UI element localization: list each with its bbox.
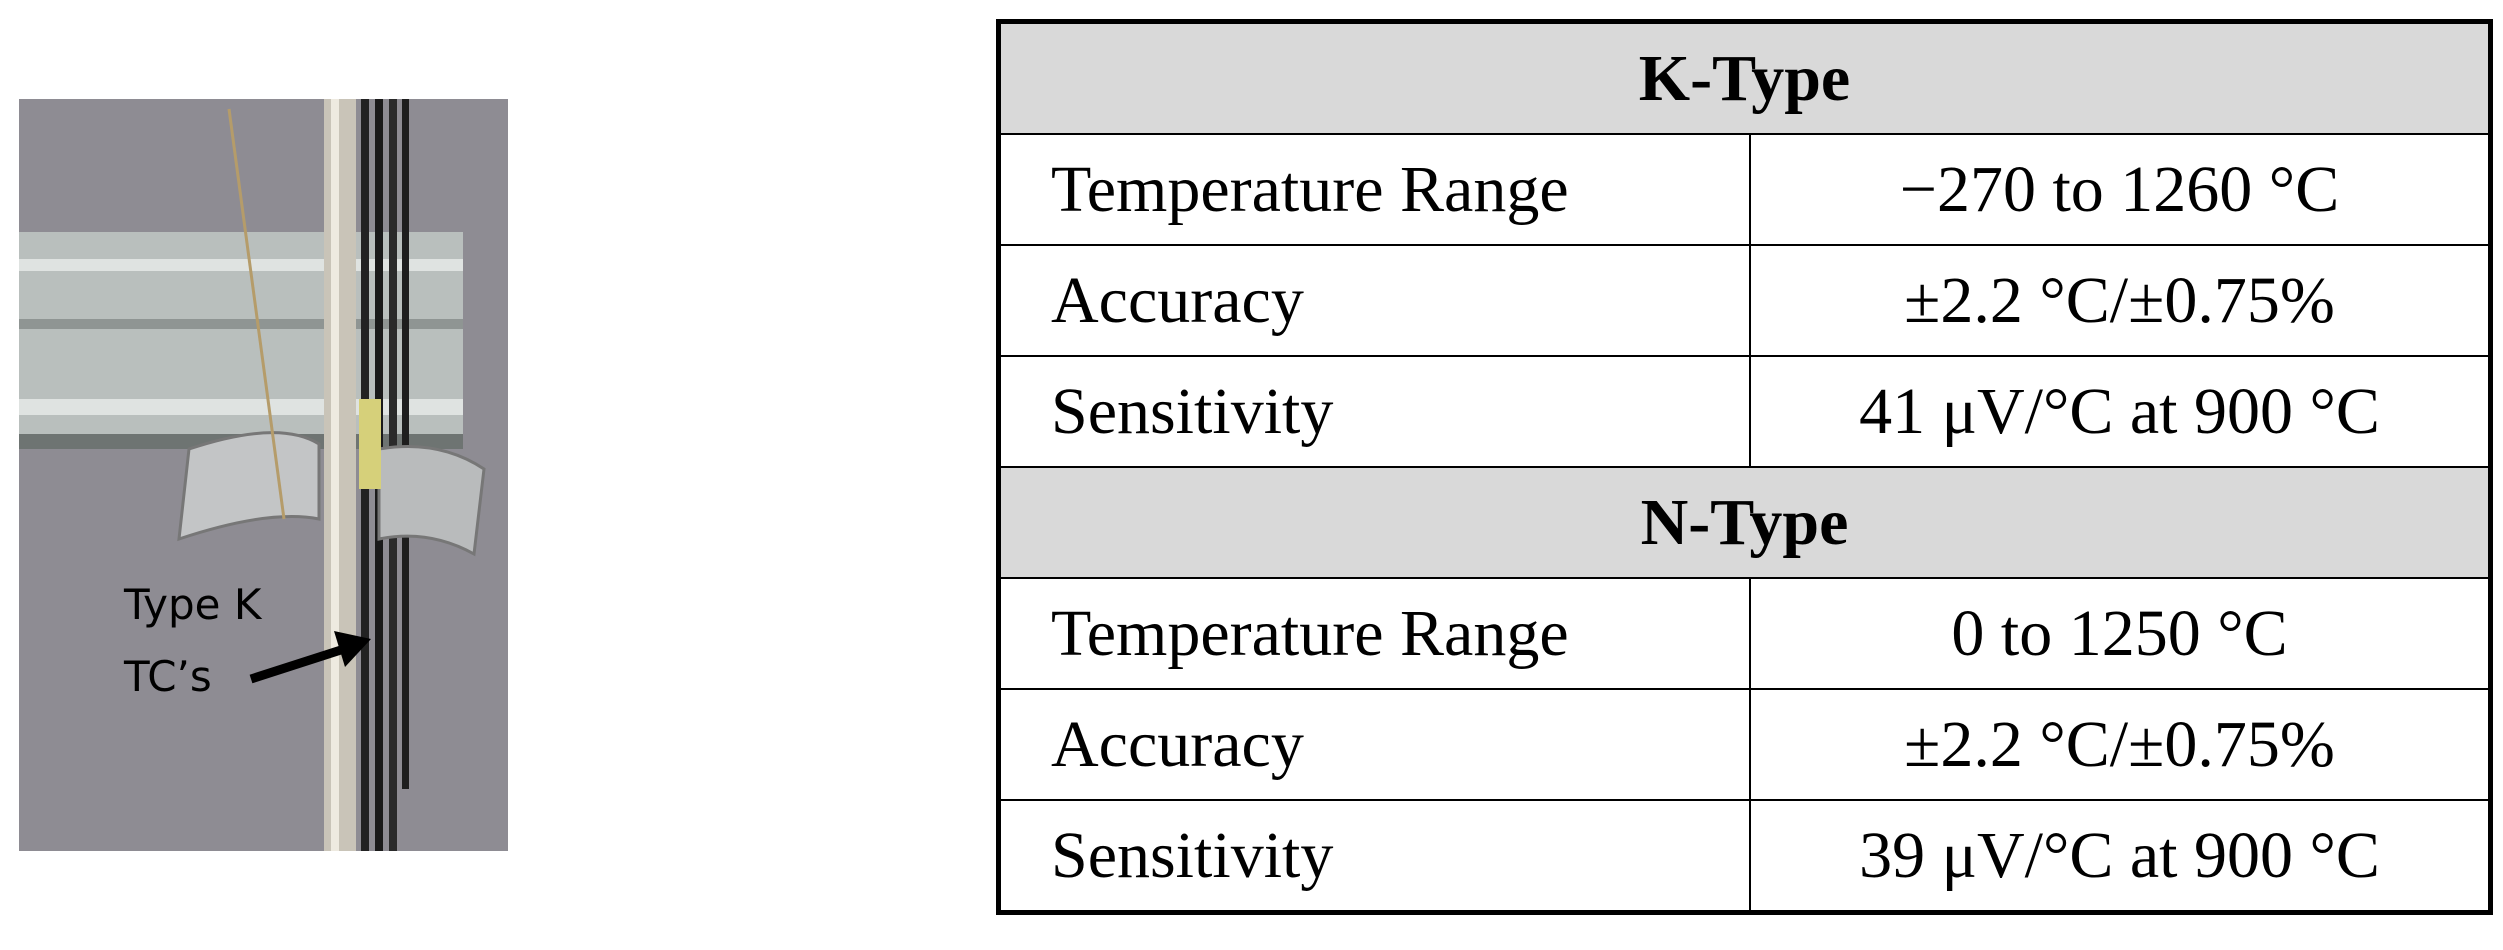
parameter-value: −270 to 1260 °C [1749, 133, 2492, 246]
spec-table: K-Type Temperature Range −270 to 1260 °C Ac… [996, 19, 2493, 915]
parameter-value: 0 to 1250 °C [1749, 577, 2492, 690]
parameter-name: Accuracy [997, 688, 1751, 801]
parameter-value: ±2.2 °C/±0.75% [1749, 244, 2492, 357]
section-header: K-Type [997, 20, 2492, 135]
photo-label: Type K [123, 580, 263, 629]
parameter-name: Sensitivity [997, 799, 1751, 914]
parameter-name: Temperature Range [997, 577, 1751, 690]
table-row: Accuracy ±2.2 °C/±0.75% [997, 244, 2492, 357]
table-row: Temperature Range −270 to 1260 °C [997, 133, 2492, 246]
parameter-name: Sensitivity [997, 355, 1751, 468]
table-row: Temperature Range 0 to 1250 °C [997, 577, 2492, 690]
parameter-value: 39 μV/°C at 900 °C [1749, 799, 2492, 914]
table-row: Sensitivity 39 μV/°C at 900 °C [997, 799, 2492, 914]
parameter-name: Accuracy [997, 244, 1751, 357]
photo-label: TC’s [123, 652, 212, 701]
section-header: N-Type [997, 466, 2492, 579]
parameter-name: Temperature Range [997, 133, 1751, 246]
parameter-value: 41 μV/°C at 900 °C [1749, 355, 2492, 468]
table-row: Accuracy ±2.2 °C/±0.75% [997, 688, 2492, 801]
parameter-value: ±2.2 °C/±0.75% [1749, 688, 2492, 801]
table-row: K-Type [997, 20, 2492, 135]
table-row: N-Type [997, 466, 2492, 579]
table-row: Sensitivity 41 μV/°C at 900 °C [997, 355, 2492, 468]
photo: Type K TC’s [19, 99, 508, 851]
